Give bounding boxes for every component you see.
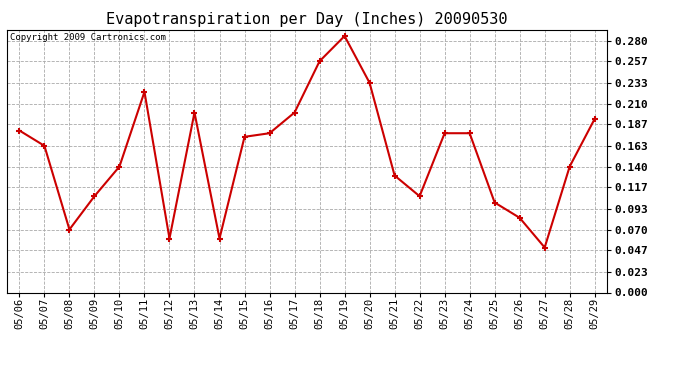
Title: Evapotranspiration per Day (Inches) 20090530: Evapotranspiration per Day (Inches) 2009… bbox=[106, 12, 508, 27]
Text: Copyright 2009 Cartronics.com: Copyright 2009 Cartronics.com bbox=[10, 33, 166, 42]
